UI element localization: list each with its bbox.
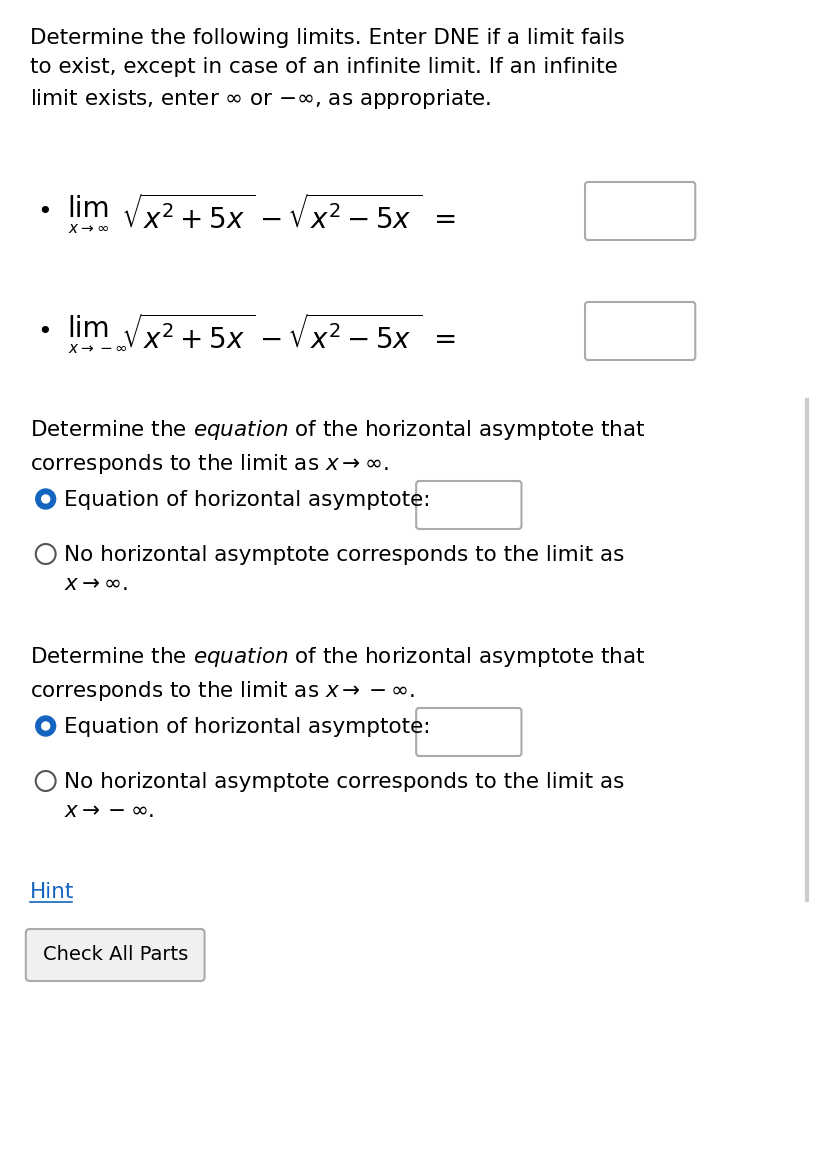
Text: No horizontal asymptote corresponds to the limit as
$x \rightarrow \infty$.: No horizontal asymptote corresponds to t… [64, 545, 624, 594]
Text: $x\rightarrow\infty$: $x\rightarrow\infty$ [68, 222, 109, 237]
Circle shape [36, 544, 56, 564]
Text: lim: lim [68, 315, 110, 343]
Text: Equation of horizontal asymptote:: Equation of horizontal asymptote: [64, 490, 430, 510]
FancyBboxPatch shape [585, 302, 695, 360]
Text: Hint: Hint [29, 882, 74, 902]
FancyBboxPatch shape [26, 929, 204, 981]
Text: •: • [38, 200, 52, 224]
Text: No horizontal asymptote corresponds to the limit as
$x \rightarrow -\infty$.: No horizontal asymptote corresponds to t… [64, 772, 624, 820]
FancyBboxPatch shape [416, 709, 521, 756]
Text: Determine the following limits. Enter DNE if a limit fails
to exist, except in c: Determine the following limits. Enter DN… [29, 28, 624, 111]
Circle shape [36, 489, 56, 509]
Text: Determine the $\it{equation}$ of the horizontal asymptote that
corresponds to th: Determine the $\it{equation}$ of the hor… [29, 418, 645, 475]
Text: $\sqrt{x^2+5x\;}-\sqrt{x^2-5x\;}\;=$: $\sqrt{x^2+5x\;}-\sqrt{x^2-5x\;}\;=$ [121, 315, 456, 354]
Text: lim: lim [68, 195, 110, 223]
Circle shape [36, 771, 56, 790]
Text: Check All Parts: Check All Parts [42, 945, 188, 965]
Text: $\sqrt{x^2+5x\;}-\sqrt{x^2-5x\;}\;=$: $\sqrt{x^2+5x\;}-\sqrt{x^2-5x\;}\;=$ [121, 195, 456, 234]
Circle shape [36, 715, 56, 736]
Text: Equation of horizontal asymptote:: Equation of horizontal asymptote: [64, 717, 430, 737]
Text: $x\rightarrow-\infty$: $x\rightarrow-\infty$ [68, 340, 127, 355]
Text: Determine the $\it{equation}$ of the horizontal asymptote that
corresponds to th: Determine the $\it{equation}$ of the hor… [29, 645, 645, 703]
FancyBboxPatch shape [585, 182, 695, 240]
Text: •: • [38, 320, 52, 344]
FancyBboxPatch shape [416, 481, 521, 529]
Circle shape [42, 495, 50, 503]
Circle shape [42, 722, 50, 730]
